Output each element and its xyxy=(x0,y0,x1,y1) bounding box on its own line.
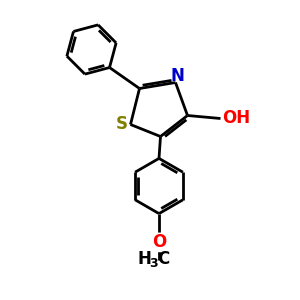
Text: OH: OH xyxy=(222,109,250,127)
Text: H: H xyxy=(138,250,152,268)
Text: N: N xyxy=(170,67,184,85)
Text: O: O xyxy=(152,233,166,251)
Text: C: C xyxy=(158,250,169,268)
Text: 3: 3 xyxy=(149,256,158,270)
Text: S: S xyxy=(116,115,128,133)
